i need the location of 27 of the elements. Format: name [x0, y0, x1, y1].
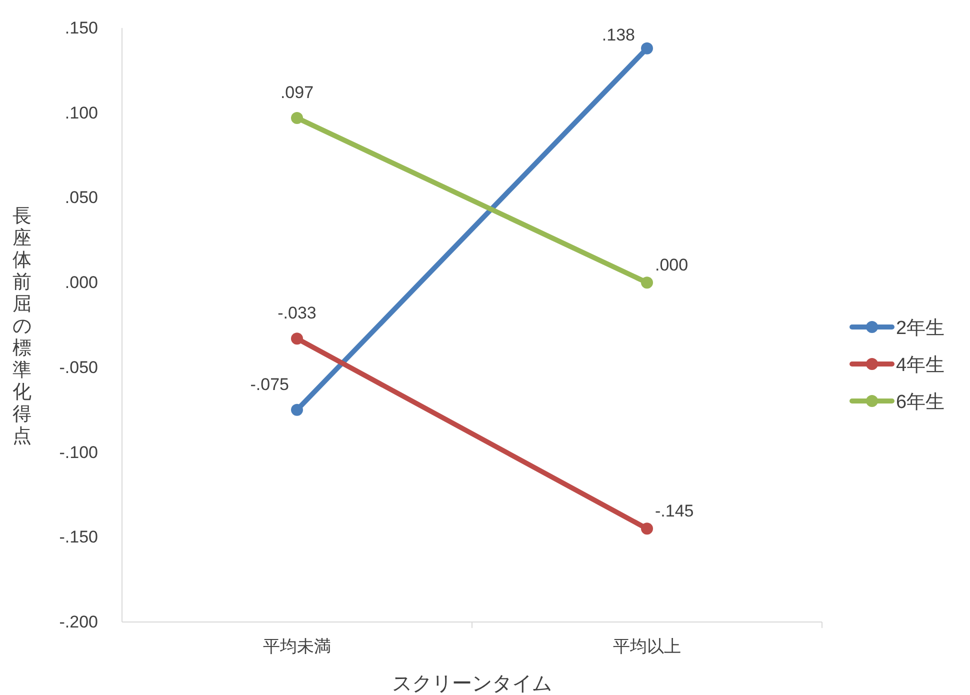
legend-label: 4年生 — [896, 355, 945, 376]
point — [641, 522, 653, 535]
y-tick-label: -.200 — [59, 612, 98, 632]
data-label: -.033 — [278, 304, 316, 323]
text: 長座体前屈の標準化得点 — [12, 206, 32, 447]
legend-label: 6年生 — [896, 392, 945, 413]
x-tick-label: 平均以上 — [613, 637, 681, 656]
legend-label: 2年生 — [896, 318, 945, 339]
point — [641, 276, 653, 289]
y-tick-label: .050 — [64, 188, 98, 208]
point — [641, 42, 653, 54]
y-tick-label: .100 — [64, 103, 98, 122]
y-tick-label: -.100 — [59, 442, 98, 462]
data-label: .097 — [280, 82, 314, 102]
point — [291, 112, 303, 124]
x-axis-title: スクリーンタイム — [392, 673, 552, 695]
y-tick-label: -.050 — [59, 358, 98, 377]
data-label: -.145 — [655, 502, 694, 521]
x-tick-label: 平均未満 — [263, 637, 331, 656]
y-tick-label: -.150 — [59, 528, 98, 547]
y-tick-label: .150 — [64, 18, 98, 38]
point — [291, 332, 303, 345]
data-label: -.075 — [250, 374, 289, 394]
data-label: .000 — [655, 256, 688, 275]
y-tick-label: .000 — [64, 273, 98, 292]
point — [291, 404, 303, 416]
data-label: .138 — [602, 25, 635, 44]
